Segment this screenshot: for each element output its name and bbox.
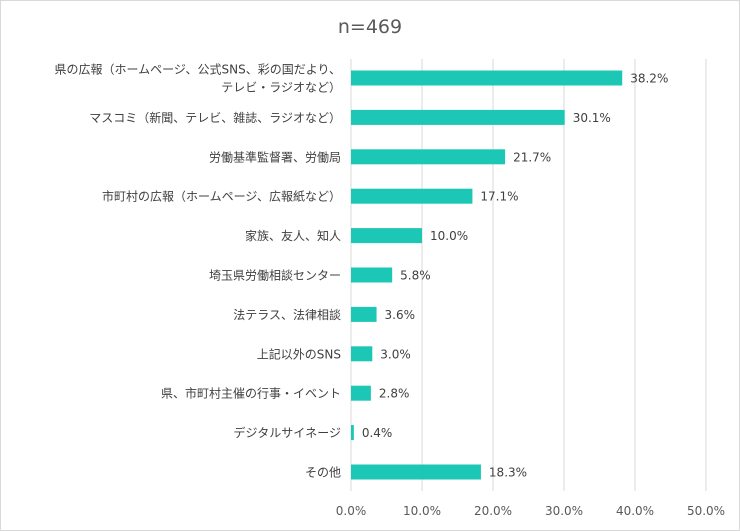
data-label: 3.0% xyxy=(380,347,411,361)
bar xyxy=(351,385,371,401)
category-label: 家族、友人、知人 xyxy=(245,228,341,243)
data-label: 38.2% xyxy=(630,72,668,86)
category-label: 埼玉県労働相談センター xyxy=(209,268,341,283)
bar xyxy=(351,149,506,165)
category-label: 市町村の広報（ホームページ、広報紙など） xyxy=(102,189,341,204)
data-label: 18.3% xyxy=(489,466,527,480)
grid-lines xyxy=(350,59,707,491)
x-tick-label: 20.0% xyxy=(474,504,512,518)
x-tick-label: 0.0% xyxy=(336,504,367,518)
bars xyxy=(351,70,623,480)
bar xyxy=(351,188,473,204)
x-tick-label: 30.0% xyxy=(545,504,583,518)
bar xyxy=(351,425,354,441)
data-label: 21.7% xyxy=(513,150,551,164)
bar xyxy=(351,346,373,362)
x-axis: 0.0% 10.0% 20.0% 30.0% 40.0% 50.0% xyxy=(336,504,725,518)
category-label: 県、市町村主催の行事・イベント xyxy=(161,386,341,401)
chart-title: n=469 xyxy=(338,16,402,38)
data-label: 17.1% xyxy=(480,190,518,204)
bar xyxy=(351,267,393,283)
data-label: 10.0% xyxy=(430,229,468,243)
category-label: 県の広報（ホームページ、公式SNS、彩の国だより、テレビ・ラジオなど） xyxy=(54,63,341,95)
category-label: 法テラス、法律相談 xyxy=(233,307,341,322)
category-label: マスコミ（新聞、テレビ、雑誌、ラジオなど） xyxy=(89,110,341,125)
bar xyxy=(351,109,565,125)
bar xyxy=(351,70,623,86)
bar xyxy=(351,228,422,244)
category-label: 労働基準監督署、労働局 xyxy=(209,149,341,164)
value-labels: 38.2% 30.1% 21.7% 17.1% 10.0% 5.8% 3.6% 3.0% 2.8… xyxy=(362,72,669,480)
bar xyxy=(351,464,481,480)
category-label: デジタルサイネージ xyxy=(233,425,341,440)
bar xyxy=(351,306,377,322)
x-tick-label: 50.0% xyxy=(687,504,725,518)
x-tick-label: 40.0% xyxy=(616,504,654,518)
data-label: 30.1% xyxy=(573,111,611,125)
category-labels: 県の広報（ホームページ、公式SNS、彩の国だより、テレビ・ラジオなど） マスコミ（… xyxy=(54,63,341,480)
x-tick-label: 10.0% xyxy=(403,504,441,518)
data-label: 2.8% xyxy=(379,387,410,401)
data-label: 0.4% xyxy=(362,426,393,440)
data-label: 5.8% xyxy=(400,269,431,283)
data-label: 3.6% xyxy=(385,308,416,322)
category-label: 上記以外のSNS xyxy=(257,346,341,361)
category-label: その他 xyxy=(305,466,341,480)
